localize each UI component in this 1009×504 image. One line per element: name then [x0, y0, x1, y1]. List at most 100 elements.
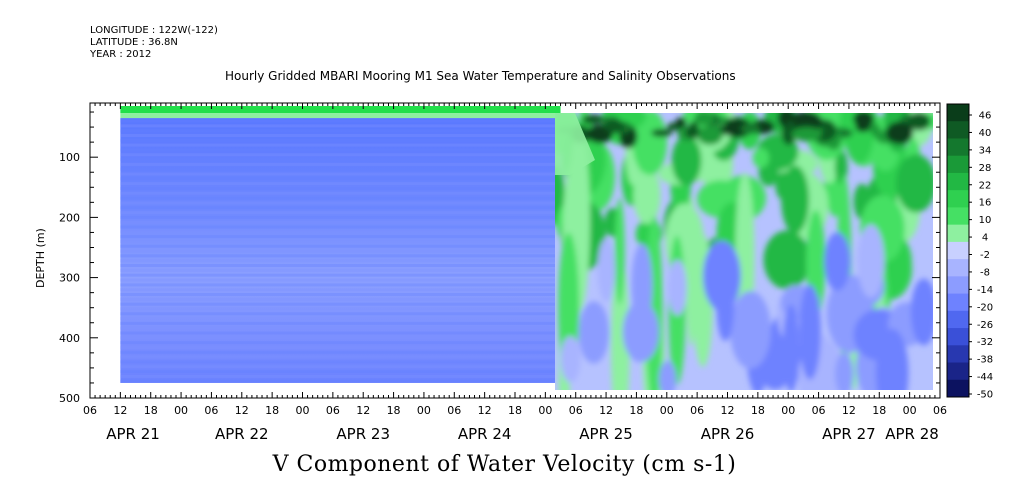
- blue-blob: [578, 301, 610, 364]
- green-blob: [763, 230, 811, 290]
- x-hour-tick-label: 18: [508, 404, 522, 417]
- colorbar-label: -20: [977, 302, 993, 313]
- colorbar-swatch: [947, 379, 969, 398]
- x-hour-tick-label: 00: [660, 404, 674, 417]
- colorbar-swatch: [947, 138, 969, 157]
- x-hour-tick-label: 06: [447, 404, 461, 417]
- colorbar-swatch: [947, 310, 969, 329]
- x-hour-tick-label: 18: [751, 404, 765, 417]
- green-blob: [896, 154, 933, 213]
- colorbar-label: -26: [977, 320, 993, 331]
- green-streak: [614, 197, 625, 305]
- y-tick-label: 400: [59, 332, 80, 345]
- colorbar-swatch: [947, 293, 969, 312]
- x-hour-tick-label: 06: [933, 404, 947, 417]
- x-hour-tick-label: 06: [204, 404, 218, 417]
- blue-blob: [658, 360, 677, 390]
- colorbar-swatch: [947, 345, 969, 364]
- colorbar-swatch: [947, 241, 969, 260]
- colorbar-swatch: [947, 276, 969, 295]
- x-hour-tick-label: 06: [690, 404, 704, 417]
- colorbar-swatch: [947, 172, 969, 191]
- colorbar-label: 46: [979, 111, 992, 122]
- colorbar-swatch: [947, 121, 969, 139]
- x-date-label: APR 28: [885, 425, 939, 443]
- blue-blob: [597, 238, 616, 302]
- green-blob: [633, 167, 661, 224]
- x-date-label: APR 25: [579, 425, 633, 443]
- colorbar-label: 4: [982, 233, 988, 244]
- y-tick-label: 200: [59, 211, 80, 224]
- green-blob: [752, 148, 770, 168]
- year-label: YEAR : 2012: [90, 49, 152, 60]
- chart-title: Hourly Gridded MBARI Mooring M1 Sea Wate…: [225, 69, 736, 83]
- colorbar-swatch: [947, 362, 969, 381]
- blue-blob: [668, 259, 687, 316]
- transition-edge: [555, 113, 595, 175]
- x-hour-tick-label: 06: [326, 404, 340, 417]
- x-hour-tick-label: 12: [599, 404, 613, 417]
- x-date-label: APR 23: [336, 425, 390, 443]
- green-blob: [781, 165, 810, 234]
- x-hour-tick-label: 12: [478, 404, 492, 417]
- blue-blob: [631, 243, 653, 327]
- colorbar-label: -2: [980, 250, 990, 261]
- x-hour-tick-label: 18: [629, 404, 643, 417]
- blue-blob: [622, 301, 659, 363]
- colorbar-swatch: [947, 155, 969, 174]
- surface-layer: [120, 106, 561, 114]
- colorbar-label: -8: [980, 267, 990, 278]
- colorbar-label: -14: [977, 285, 993, 296]
- colorbar-swatch: [947, 207, 969, 226]
- surface-streak: [694, 113, 714, 126]
- surface-streak: [740, 123, 761, 135]
- blue-blob: [729, 290, 771, 369]
- blue-blob: [761, 357, 789, 390]
- surface-streak: [870, 123, 881, 137]
- surface-streak: [581, 114, 605, 125]
- x-hour-tick-label: 00: [174, 404, 188, 417]
- x-date-label: APR 22: [215, 425, 269, 443]
- surface-transition: [120, 113, 561, 119]
- colorbar: 46 40 34 28 22 16 10 4 -2 -8 -14 -20 -26 -32 -38 -44 -50: [946, 103, 993, 401]
- x-hour-tick-label: 18: [872, 404, 886, 417]
- colorbar-label: 40: [979, 128, 992, 139]
- x-hour-tick-label: 00: [538, 404, 552, 417]
- green-blob: [632, 113, 668, 175]
- blue-blob: [910, 278, 933, 346]
- blue-blob: [834, 352, 854, 390]
- x-hour-tick-label: 06: [569, 404, 583, 417]
- blue-blob: [716, 271, 735, 342]
- colorbar-swatch: [947, 328, 969, 346]
- x-hour-tick-label: 18: [144, 404, 158, 417]
- blue-blob: [857, 224, 885, 298]
- y-axis-label: DEPTH (m): [34, 228, 47, 288]
- x-hour-tick-label: 12: [356, 404, 370, 417]
- surface-streak: [604, 120, 625, 133]
- y-tick-label: 300: [59, 272, 80, 285]
- x-hour-tick-label: 18: [387, 404, 401, 417]
- x-date-label: APR 24: [458, 425, 512, 443]
- blue-blob: [799, 284, 821, 380]
- x-hour-tick-label: 18: [265, 404, 279, 417]
- x-date-label: APR 27: [822, 425, 876, 443]
- x-hour-tick-label: 06: [83, 404, 97, 417]
- surface-streak: [908, 113, 931, 131]
- deep-layer: [120, 118, 561, 383]
- colorbar-label: -50: [977, 390, 993, 401]
- green-streak: [611, 259, 630, 390]
- colorbar-label: 10: [979, 215, 992, 226]
- variable-field: [555, 113, 933, 390]
- variable-title: V Component of Water Velocity (cm s-1): [272, 452, 737, 477]
- colorbar-label: -44: [977, 372, 993, 383]
- x-hour-tick-label: 12: [842, 404, 856, 417]
- blue-blob: [875, 328, 909, 390]
- y-tick-label: 100: [59, 151, 80, 164]
- colorbar-label: 34: [979, 145, 992, 156]
- colorbar-swatch: [947, 224, 969, 243]
- x-hour-tick-label: 12: [235, 404, 249, 417]
- x-hour-tick-label: 12: [721, 404, 735, 417]
- longitude-label: LONGITUDE : 122W(-122): [90, 25, 218, 36]
- x-hour-tick-label: 00: [417, 404, 431, 417]
- x-date-label: APR 26: [701, 425, 755, 443]
